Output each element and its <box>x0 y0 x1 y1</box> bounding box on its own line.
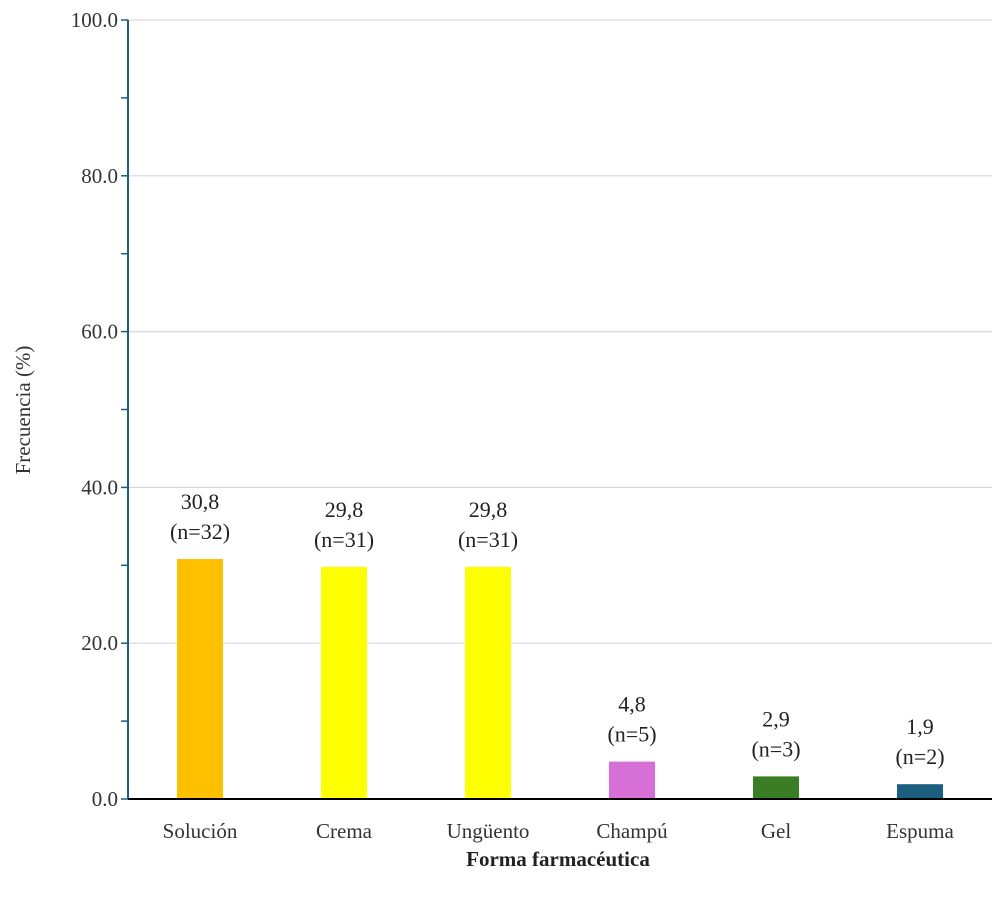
x-category-label: Espuma <box>886 819 954 843</box>
x-category-labels: Solución Crema Ungüento Champú Gel Espuma <box>163 819 955 843</box>
bar-solución <box>177 559 223 799</box>
data-label-value: 1,9 <box>906 714 934 739</box>
data-label-count: (n=3) <box>751 736 800 761</box>
data-label-value: 2,9 <box>762 706 790 731</box>
y-tick-label: 20.0 <box>81 631 118 655</box>
data-label-count: (n=31) <box>314 527 374 552</box>
y-tick-label: 40.0 <box>81 475 118 499</box>
y-tick-label: 80.0 <box>81 164 118 188</box>
x-axis-title: Forma farmacéutica <box>466 847 650 871</box>
y-tick-label: 60.0 <box>81 320 118 344</box>
data-label-value: 4,8 <box>618 692 646 717</box>
x-category-label: Ungüento <box>447 819 530 843</box>
bar-espuma <box>897 784 943 799</box>
bar-gel <box>753 776 799 799</box>
y-tick-label: 0.0 <box>92 787 118 811</box>
bar-ungüento <box>465 566 511 799</box>
x-category-label: Champú <box>596 819 668 843</box>
data-label-count: (n=2) <box>895 744 944 769</box>
bar-crema <box>321 566 367 799</box>
y-tick-label: 100.0 <box>71 8 118 32</box>
data-labels: 30,8 (n=32) 29,8 (n=31) 29,8 (n=31) 4,8 (n=5) 2,… <box>170 489 945 769</box>
y-tick-labels: 0.0 20.0 40.0 60.0 80.0 100.0 <box>71 8 118 811</box>
gridlines <box>128 19 992 644</box>
y-axis-title: Frecuencia (%) <box>11 346 35 475</box>
x-category-label: Solución <box>163 819 238 843</box>
data-label-count: (n=31) <box>458 527 518 552</box>
x-category-label: Gel <box>761 819 791 843</box>
bars <box>177 559 943 799</box>
data-label-count: (n=5) <box>607 722 656 747</box>
data-label-value: 29,8 <box>469 497 508 522</box>
data-label-count: (n=32) <box>170 519 230 544</box>
x-category-label: Crema <box>316 819 373 843</box>
data-label-value: 29,8 <box>325 497 364 522</box>
data-label-value: 30,8 <box>181 489 220 514</box>
bar-champú <box>609 761 655 799</box>
axes <box>121 19 992 800</box>
